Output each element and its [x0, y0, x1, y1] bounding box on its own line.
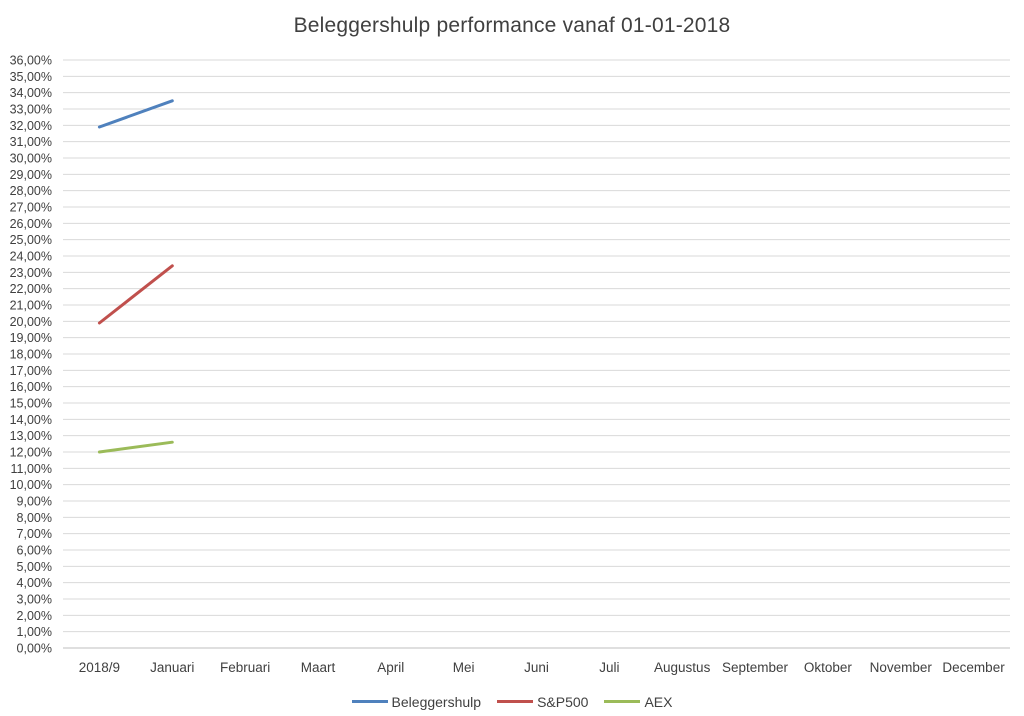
- x-tick-label: Oktober: [804, 660, 853, 675]
- y-tick-label: 28,00%: [10, 184, 52, 198]
- y-tick-label: 0,00%: [17, 642, 52, 656]
- y-tick-label: 31,00%: [10, 135, 52, 149]
- legend-label: AEX: [644, 693, 673, 710]
- y-tick-label: 34,00%: [10, 86, 52, 100]
- x-tick-label: Februari: [220, 660, 270, 675]
- y-tick-label: 14,00%: [10, 413, 52, 427]
- y-tick-label: 17,00%: [10, 364, 52, 378]
- line-chart: 0,00% 1,00% 2,00% 3,00% 4,00% 5,00% 6,00% 7,00%…: [10, 54, 1010, 675]
- x-tick-label: September: [722, 660, 789, 675]
- x-tick-label: Maart: [301, 660, 336, 675]
- x-tick-label: Januari: [150, 660, 194, 675]
- legend-swatch: [604, 700, 641, 703]
- y-tick-label: 4,00%: [17, 576, 52, 590]
- legend-swatch: [351, 700, 388, 703]
- x-tick-label: April: [377, 660, 404, 675]
- y-tick-label: 30,00%: [10, 152, 52, 166]
- legend-item: Beleggershulp: [351, 693, 482, 710]
- x-tick-label: Augustus: [654, 660, 711, 675]
- y-tick-label: 23,00%: [10, 266, 52, 280]
- y-tick-label: 12,00%: [10, 446, 52, 460]
- y-tick-label: 7,00%: [17, 527, 52, 541]
- y-tick-label: 13,00%: [10, 429, 52, 443]
- y-tick-label: 24,00%: [10, 250, 52, 264]
- y-tick-label: 32,00%: [10, 119, 52, 133]
- y-tick-label: 26,00%: [10, 217, 52, 231]
- y-tick-label: 25,00%: [10, 233, 52, 247]
- y-tick-label: 11,00%: [11, 462, 52, 476]
- chart-title: Beleggershulp performance vanaf 01-01-20…: [293, 14, 731, 37]
- y-tick-label: 8,00%: [17, 511, 52, 525]
- x-tick-label: December: [942, 660, 1005, 675]
- y-tick-label: 18,00%: [10, 348, 52, 362]
- series-line: [97, 440, 174, 454]
- x-tick-label: 2018/9: [79, 660, 120, 675]
- x-tick-label: Juni: [524, 660, 549, 675]
- y-tick-label: 6,00%: [17, 544, 52, 558]
- y-tick-label: 20,00%: [10, 315, 52, 329]
- y-tick-label: 33,00%: [10, 103, 52, 117]
- y-tick-label: 2,00%: [17, 609, 52, 623]
- legend-swatch: [497, 700, 534, 703]
- x-tick-label: Juli: [599, 660, 619, 675]
- legend-item: S&P500: [497, 694, 588, 710]
- legend: Beleggershulp S&P500 AEX: [0, 690, 1024, 710]
- gridlines: [63, 59, 1010, 649]
- y-tick-label: 5,00%: [17, 560, 52, 574]
- legend-label: Beleggershulp: [391, 693, 482, 710]
- legend-label: S&P500: [537, 693, 589, 710]
- y-tick-label: 3,00%: [17, 593, 52, 607]
- y-tick-label: 21,00%: [10, 299, 52, 313]
- y-tick-label: 36,00%: [10, 54, 52, 68]
- x-axis-ticks: 2018/9 Januari Februari Maart April Mei Juni Ju…: [79, 660, 1005, 675]
- y-tick-label: 19,00%: [10, 331, 52, 345]
- y-tick-label: 9,00%: [17, 495, 52, 509]
- y-tick-label: 15,00%: [10, 397, 52, 411]
- series-line: [97, 264, 174, 325]
- x-tick-label: November: [870, 660, 933, 675]
- y-tick-label: 27,00%: [10, 201, 52, 215]
- y-tick-label: 35,00%: [10, 70, 52, 84]
- x-tick-label: Mei: [453, 660, 475, 675]
- series-line: [97, 99, 174, 129]
- legend-item: AEX: [604, 694, 672, 710]
- y-tick-label: 16,00%: [10, 380, 52, 394]
- y-tick-label: 29,00%: [10, 168, 52, 182]
- y-tick-label: 10,00%: [10, 478, 52, 492]
- y-tick-label: 1,00%: [17, 625, 52, 639]
- y-axis-ticks: 0,00% 1,00% 2,00% 3,00% 4,00% 5,00% 6,00% 7,00%…: [10, 54, 52, 656]
- y-tick-label: 22,00%: [10, 282, 52, 296]
- series-lines: [97, 99, 174, 454]
